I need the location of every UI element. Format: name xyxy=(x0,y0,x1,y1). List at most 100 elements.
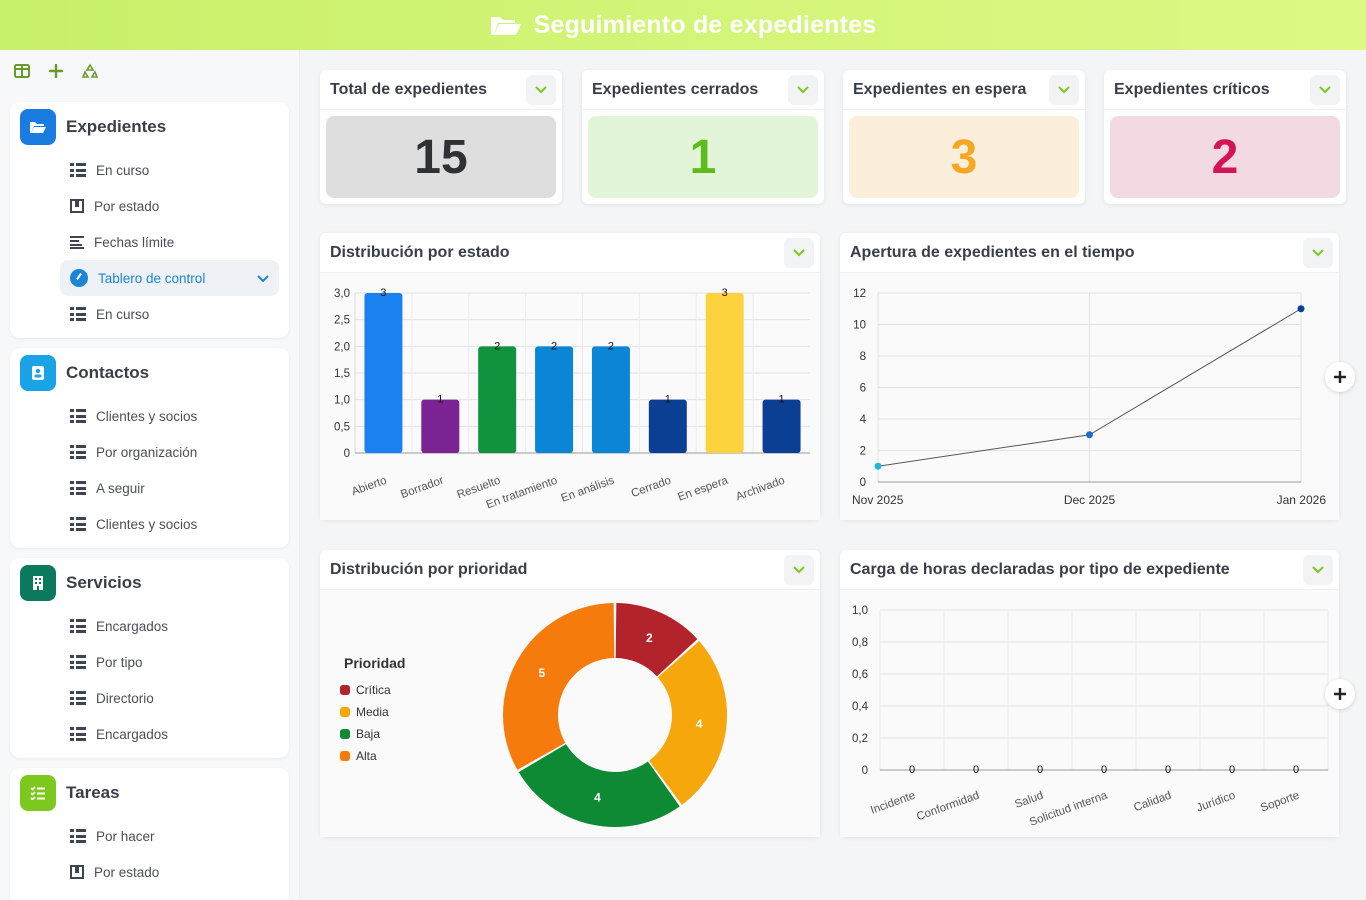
data-label: 3 xyxy=(380,287,386,299)
gauge-icon xyxy=(70,269,88,287)
sidebar-item[interactable]: Por hacer xyxy=(10,818,289,854)
kpi-card: Expedientes críticos 2 xyxy=(1104,70,1346,204)
pie-slice[interactable] xyxy=(503,603,615,770)
bar[interactable] xyxy=(478,346,517,453)
y-tick-label: 1,0 xyxy=(852,605,868,617)
pie-slice[interactable] xyxy=(518,744,680,827)
building-icon xyxy=(20,565,56,601)
sidebar-item-label: Directorio xyxy=(96,690,154,706)
plus-icon xyxy=(1334,688,1346,700)
sidebar-group-0: Expedientes En curso Por estado Fechas lími… xyxy=(10,102,289,338)
sidebar-item-label: Tablero de control xyxy=(98,270,206,286)
sidebar-group-header[interactable]: Servicios xyxy=(10,558,289,608)
columns-icon[interactable] xyxy=(12,61,32,81)
sidebar-item-label: Encargados xyxy=(96,726,169,742)
sidebar-item[interactable]: Directorio xyxy=(10,680,289,716)
list-icon xyxy=(70,481,86,495)
sidebar-group-header[interactable]: Tareas xyxy=(10,768,289,818)
y-tick-label: 0 xyxy=(862,765,868,777)
pie-slice[interactable] xyxy=(649,641,727,805)
sidebar-item[interactable]: Por tipo xyxy=(10,644,289,680)
list-icon xyxy=(70,691,86,705)
bar[interactable] xyxy=(648,399,687,453)
bar[interactable] xyxy=(705,293,744,453)
chart-title: Distribución por prioridad xyxy=(320,550,820,590)
y-tick-label: 1,5 xyxy=(334,368,350,380)
kpi-value: 15 xyxy=(326,116,556,198)
bar[interactable] xyxy=(364,293,403,453)
list-icon xyxy=(70,409,86,423)
y-tick-label: 0,6 xyxy=(852,669,868,681)
sidebar-item-label: Por hacer xyxy=(96,828,155,844)
list-icon xyxy=(70,163,86,177)
sidebar-item[interactable] xyxy=(10,890,289,900)
x-tick-label: Nov 2025 xyxy=(852,493,904,507)
data-label: 2 xyxy=(646,631,653,645)
data-label: 0 xyxy=(1165,764,1171,776)
sidebar-item[interactable]: Clientes y socios xyxy=(10,398,289,434)
sidebar-item[interactable]: En curso xyxy=(10,152,289,188)
chevron-down-icon[interactable] xyxy=(526,75,556,105)
sidebar-item[interactable]: Fechas límite xyxy=(10,224,289,260)
pie-slice[interactable] xyxy=(615,603,698,677)
legend-label: Alta xyxy=(356,749,377,763)
sidebar-item-label: Clientes y socios xyxy=(96,408,198,424)
sidebar-item[interactable]: Clientes y socios xyxy=(10,506,289,542)
data-label: 0 xyxy=(1101,764,1107,776)
plus-icon[interactable] xyxy=(46,61,66,81)
timeline-icon xyxy=(70,235,84,249)
folder-open-icon xyxy=(20,109,56,145)
chevron-down-icon[interactable] xyxy=(784,555,814,585)
y-tick-label: 1,0 xyxy=(334,395,350,407)
sidebar-item-tablero[interactable]: Tablero de control xyxy=(60,260,279,296)
tasks-icon xyxy=(20,775,56,811)
sidebar-group-title: Expedientes xyxy=(66,117,167,136)
add-widget-button[interactable] xyxy=(1325,679,1355,709)
bar[interactable] xyxy=(421,399,460,453)
data-label: 0 xyxy=(909,764,915,776)
sidebar-item[interactable]: Por organización xyxy=(10,434,289,470)
data-label: 2 xyxy=(608,340,614,352)
kpi-card: Total de expedientes 15 xyxy=(320,70,562,204)
chevron-down-icon[interactable] xyxy=(1049,75,1079,105)
data-point[interactable] xyxy=(874,462,882,470)
y-tick-label: 2,0 xyxy=(334,341,350,353)
legend-swatch xyxy=(340,707,350,717)
add-widget-button[interactable] xyxy=(1325,362,1355,392)
chart-card-prioridad: Distribución por prioridad Prioridad Crít… xyxy=(320,550,820,837)
sidebar-item[interactable]: En curso xyxy=(10,296,289,332)
chart-card-estado: Distribución por estado 0 0,5 1,0 1,5 2,0 2,5… xyxy=(320,233,820,520)
list-icon xyxy=(70,829,86,843)
kpi-title: Expedientes críticos xyxy=(1104,70,1346,110)
sidebar-item[interactable]: Encargados xyxy=(10,716,289,752)
sidebar-item[interactable]: Por estado xyxy=(10,188,289,224)
folder-open-icon xyxy=(490,14,522,36)
sidebar-group-header[interactable]: Contactos xyxy=(10,348,289,398)
address-book-icon xyxy=(20,355,56,391)
y-tick-label: 12 xyxy=(853,288,866,300)
kpi-value: 2 xyxy=(1110,116,1340,198)
data-point[interactable] xyxy=(1297,305,1305,313)
bar-chart-estado: 00,51,01,52,02,53,0 3Abierto1Borrador2Res… xyxy=(320,273,820,520)
chevron-down-icon[interactable] xyxy=(788,75,818,105)
app-title: Seguimiento de expedientes xyxy=(533,10,877,39)
sidebar-item[interactable]: A seguir xyxy=(10,470,289,506)
sidebar-item[interactable]: Por estado xyxy=(10,854,289,890)
sidebar-item-label: Encargados xyxy=(96,618,169,634)
list-icon xyxy=(70,727,86,741)
app-header: Seguimiento de expedientes xyxy=(0,0,1366,50)
chart-card-tiempo: Apertura de expedientes en el tiempo 0 2 4… xyxy=(840,233,1339,520)
chevron-down-icon[interactable] xyxy=(1303,555,1333,585)
recycle-icon[interactable] xyxy=(80,61,100,81)
chevron-down-icon[interactable] xyxy=(784,238,814,268)
sidebar-group-header[interactable]: Expedientes xyxy=(10,102,289,152)
chevron-down-icon[interactable] xyxy=(1310,75,1340,105)
chevron-down-icon[interactable] xyxy=(257,270,269,286)
bar[interactable] xyxy=(762,399,801,453)
bar[interactable] xyxy=(535,346,574,453)
sidebar-item[interactable]: Encargados xyxy=(10,608,289,644)
bar[interactable] xyxy=(591,346,630,453)
list-icon xyxy=(70,307,86,321)
data-point[interactable] xyxy=(1086,431,1093,439)
chevron-down-icon[interactable] xyxy=(1303,238,1333,268)
